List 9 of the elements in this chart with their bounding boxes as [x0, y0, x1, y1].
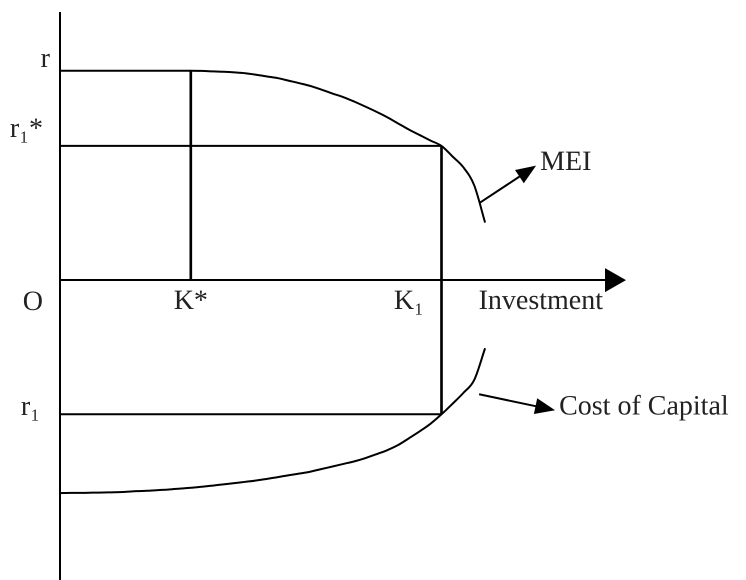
- text: r₁: [20, 391, 40, 422]
- x-tick-label: K*: [174, 285, 208, 316]
- x-axis-title: Investment: [478, 285, 604, 316]
- text: O: [22, 286, 43, 317]
- text: r: [40, 43, 51, 74]
- legend-label: MEI: [540, 146, 592, 177]
- legend-label: Cost of Capital: [559, 390, 729, 422]
- text: r₁*: [10, 113, 43, 144]
- x-tick-label: K₁: [394, 285, 424, 316]
